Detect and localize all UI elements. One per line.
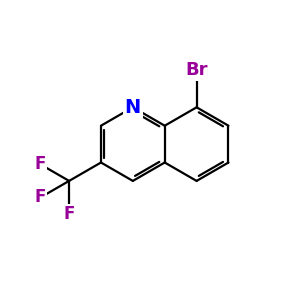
Text: Br: Br — [185, 61, 208, 80]
Text: N: N — [125, 98, 141, 117]
Text: F: F — [63, 205, 75, 223]
Text: F: F — [35, 188, 46, 206]
Text: F: F — [35, 155, 46, 173]
